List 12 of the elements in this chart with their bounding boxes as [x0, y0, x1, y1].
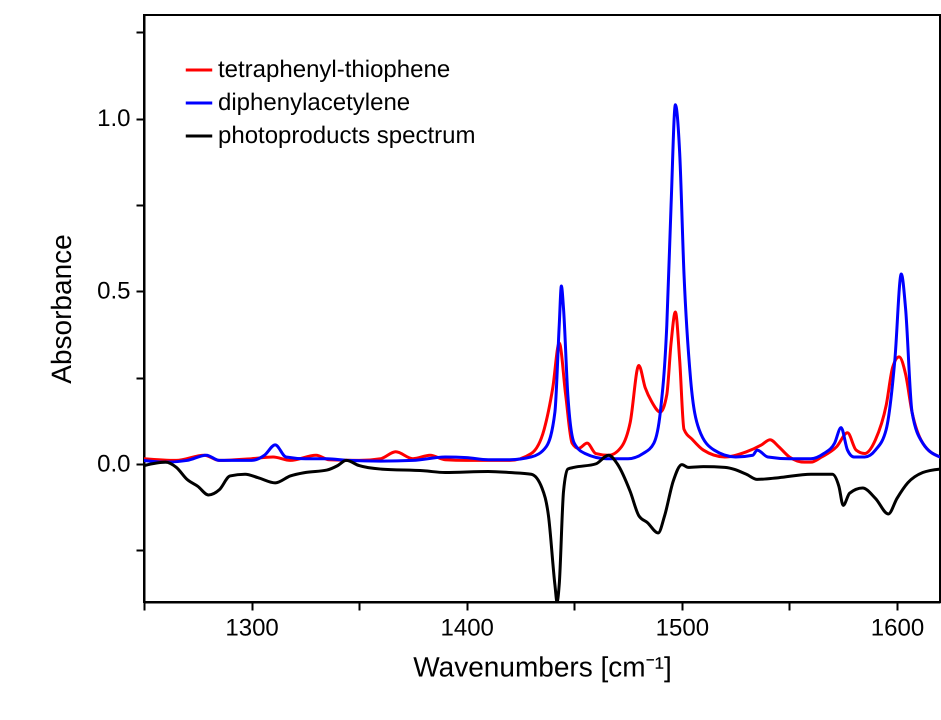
legend-label: diphenylacetylene: [218, 89, 410, 116]
x-tick-label: 1400: [440, 614, 494, 642]
x-tick-label: 1600: [870, 614, 924, 642]
y-axis-title: Absorbance: [46, 234, 78, 384]
y-tick-label: 0.0: [97, 450, 130, 478]
y-tick-label: 0.5: [97, 278, 130, 305]
x-tick-label: 1500: [656, 614, 710, 642]
legend-label: photoproducts spectrum: [218, 122, 476, 149]
legend-label: tetraphenyl-thiophene: [218, 56, 450, 83]
x-axis-title: Wavenumbers [cm⁻¹]: [413, 652, 672, 682]
y-tick-label: 1.0: [97, 105, 130, 132]
x-tick-label: 1300: [225, 614, 279, 642]
